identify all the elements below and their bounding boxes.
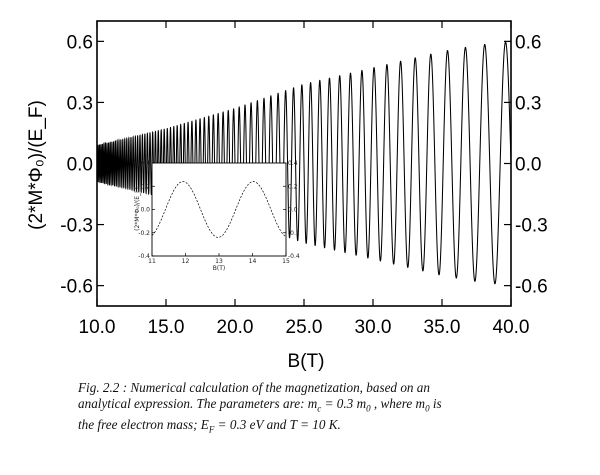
x-tick-label: 40.0: [493, 317, 530, 338]
inset-y-tick-label-right: 0.0: [288, 207, 298, 214]
caption-line-2: analytical expression. The parameters ar…: [78, 396, 442, 414]
inset-y-tick-label-left: -0.4: [138, 253, 150, 260]
inset-x-axis-title: B(T): [213, 265, 225, 272]
inset-x-tick-label: 13: [215, 258, 223, 265]
x-tick-label: 25.0: [286, 317, 323, 338]
inset-frame: [151, 162, 287, 257]
y-tick-label-right: 0.6: [515, 32, 541, 53]
inset-y-axis-title: (2*M*Φ₀)/(E_F): [134, 187, 141, 231]
y-tick-label-left: -0.3: [60, 216, 93, 237]
y-tick-labels-left: 0.6 0.3 0.0 -0.3 -0.6: [60, 32, 93, 297]
y-tick-label-right: -0.6: [515, 277, 548, 298]
x-tick-label: 20.0: [217, 317, 254, 338]
inset-y-tick-label-right: 0.2: [288, 183, 298, 190]
y-tick-label-left: 0.6: [67, 32, 93, 53]
inset-x-tick-label: 14: [249, 258, 257, 265]
y-tick-label-left: -0.6: [60, 277, 93, 298]
inset-y-tick-label-left: 0.4: [140, 160, 150, 167]
y-axis-title: (2*M*Φ₀)/(E_F): [26, 100, 47, 230]
y-tick-labels-right: 0.6 0.3 0.0 -0.3 -0.6: [515, 32, 548, 297]
inset-y-tick-label-left: -0.2: [138, 230, 150, 237]
magnetization-chart: 10.0 15.0 20.0 25.0 30.0 35.0 40.0 0.6 0.3 0.0 -0…: [26, 20, 548, 372]
y-tick-label-left: 0.3: [67, 93, 93, 114]
inset-ticks: 11 12 13 14 15 0.4 0.4 0.2 0.2 0.0 0.0 -0.2 -0.2 -0.4…: [138, 160, 300, 265]
inset-chart: 11 12 13 14 15 0.4 0.4 0.2 0.2 0.0 0.0 -0.2 -0.2 -0.4…: [134, 160, 300, 272]
inset-x-tick-label: 11: [148, 258, 156, 265]
x-tick-label: 30.0: [355, 317, 392, 338]
x-tick-label: 15.0: [148, 317, 185, 338]
inset-y-tick-label-right: 0.4: [288, 160, 298, 167]
inset-x-tick-label: 12: [182, 258, 190, 265]
y-tick-label-right: -0.3: [515, 216, 548, 237]
inset-x-tick-label: 15: [282, 258, 290, 265]
caption-line-3: the free electron mass; EF = 0.3 eV and …: [78, 416, 341, 435]
inset-y-tick-label-left: 0.0: [140, 207, 150, 214]
inset-y-tick-label-right: -0.2: [288, 230, 300, 237]
caption-line-1: Fig. 2.2 : Numerical calculation of the …: [78, 380, 430, 395]
x-axis-title: B(T): [288, 351, 325, 372]
figure-caption: Fig. 2.2 : Numerical calculation of the …: [78, 380, 578, 437]
y-tick-label-left: 0.0: [67, 155, 93, 176]
y-tick-label-right: 0.0: [515, 155, 541, 176]
y-tick-label-right: 0.3: [515, 93, 541, 114]
x-tick-label: 35.0: [424, 317, 461, 338]
inset-y-tick-label-left: 0.2: [140, 183, 150, 190]
inset-y-tick-label-right: -0.4: [288, 253, 300, 260]
axis-ticks: [96, 21, 512, 306]
x-tick-label: 10.0: [79, 317, 116, 338]
x-tick-labels: 10.0 15.0 20.0 25.0 30.0 35.0 40.0: [79, 317, 530, 338]
